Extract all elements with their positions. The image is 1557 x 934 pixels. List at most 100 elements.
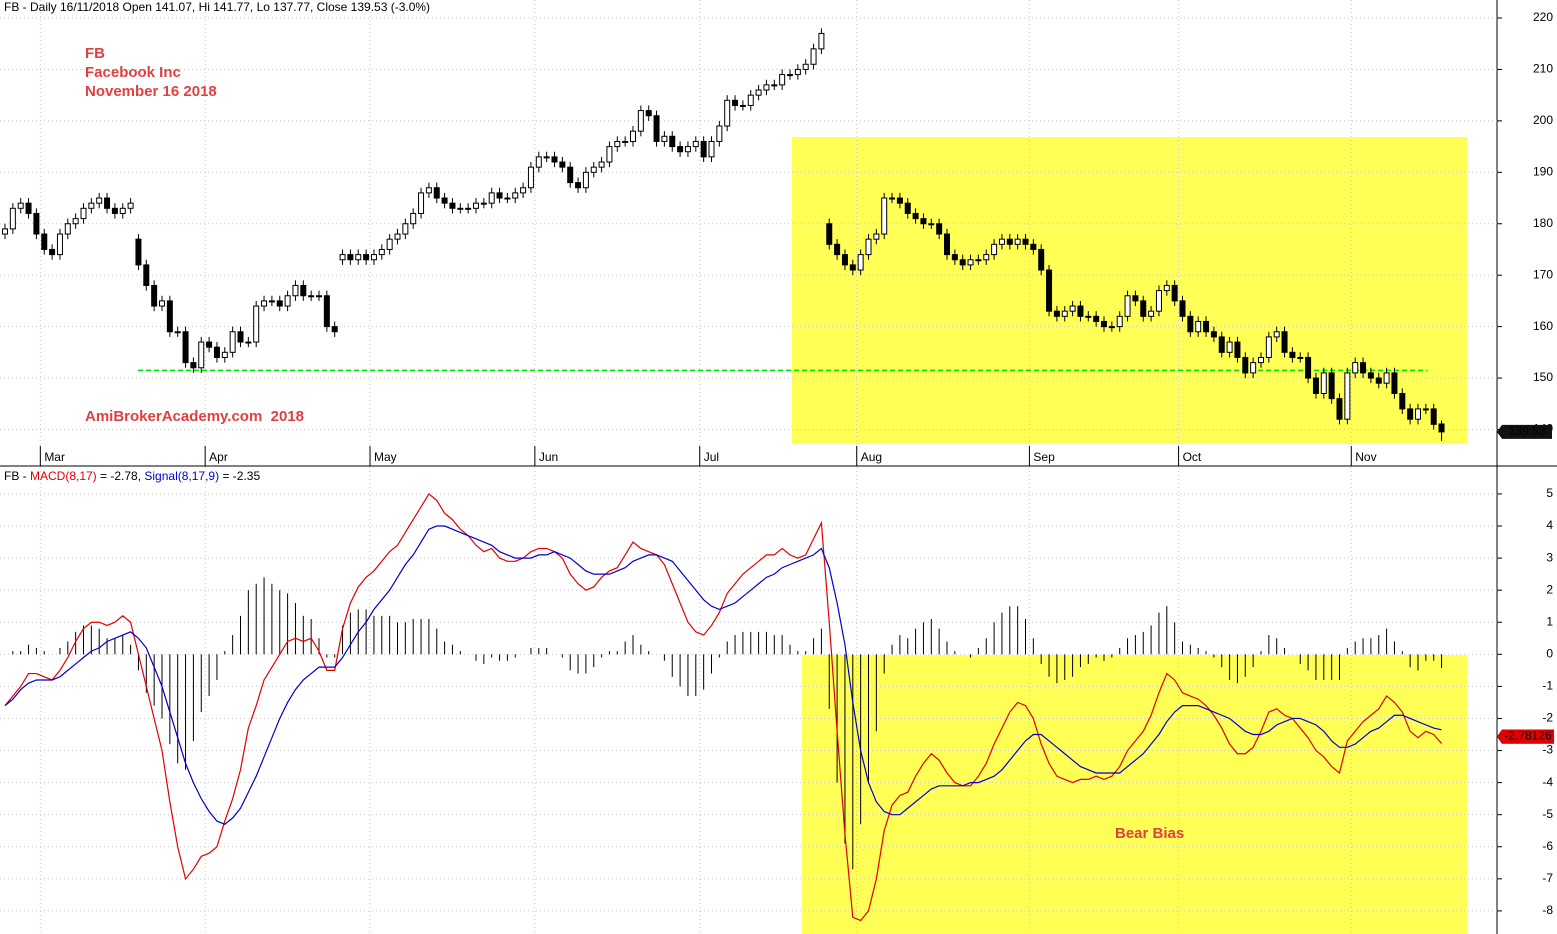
candle-body — [41, 233, 48, 250]
candle-body — [904, 202, 911, 214]
candle-body — [512, 192, 519, 199]
candle-body — [998, 238, 1005, 245]
candle-body — [645, 110, 652, 117]
candle-body — [692, 140, 699, 148]
candle-body — [104, 197, 111, 209]
candle-body — [1399, 392, 1406, 410]
candle-body — [80, 207, 87, 220]
candle-body — [1069, 305, 1076, 312]
candle-body — [779, 74, 786, 86]
candle-body — [418, 192, 425, 214]
candle-body — [575, 182, 582, 189]
candle-body — [614, 140, 621, 148]
candle-body — [739, 104, 746, 107]
candle-body — [1391, 372, 1398, 394]
candle-body — [873, 233, 880, 240]
candle-body — [457, 207, 464, 210]
candle-body — [410, 212, 417, 225]
candle-body — [1022, 238, 1029, 245]
candle-body — [1407, 408, 1414, 420]
y-tick-label: 3 — [1546, 550, 1553, 564]
candle-body — [967, 259, 974, 266]
candle-body — [598, 161, 605, 168]
candle-body — [449, 202, 456, 209]
candle-body — [1155, 290, 1162, 312]
candle-body — [198, 341, 205, 369]
x-tick-label: May — [374, 450, 397, 464]
candle-body — [1415, 408, 1421, 420]
candle-body — [119, 207, 126, 214]
y-tick-label: 190 — [1533, 164, 1553, 178]
candle-body — [488, 192, 495, 204]
candle-body — [1132, 295, 1139, 302]
candle-body — [1375, 377, 1382, 384]
candle-body — [1242, 356, 1249, 374]
candle-body — [896, 197, 903, 204]
y-tick-label: -5 — [1542, 807, 1553, 821]
annotation: FB — [85, 45, 105, 62]
annotation: AmiBrokerAcademy.com 2018 — [85, 408, 304, 425]
legend-readout: = -2.35 — [219, 469, 260, 483]
legend-name: Signal(8,17,9) — [144, 469, 219, 483]
candle-body — [535, 156, 542, 168]
y-tick-label: 180 — [1533, 216, 1553, 230]
candle-body — [159, 300, 165, 307]
candle-body — [1258, 356, 1264, 364]
candle-body — [1030, 243, 1037, 250]
candle-body — [1273, 331, 1280, 338]
bear-zone-price — [792, 137, 1467, 444]
x-tick-label: Jul — [704, 450, 719, 464]
annotation: November 16 2018 — [85, 83, 217, 100]
candle-body — [229, 331, 236, 353]
y-tick-label: -3 — [1542, 743, 1553, 757]
candle-body — [590, 166, 597, 173]
y-tick-label: -1 — [1542, 679, 1553, 693]
candle-body — [245, 341, 252, 344]
candle-body — [928, 223, 935, 226]
macd-header: FB - MACD(8,17) = -2.78, Signal(8,17,9) … — [4, 469, 260, 483]
candle-body — [724, 99, 731, 127]
candle-body — [1305, 356, 1312, 379]
candle-body — [1312, 377, 1319, 394]
y-tick-label: 5 — [1546, 486, 1553, 500]
candle-body — [1250, 362, 1257, 374]
candle-body — [72, 218, 79, 225]
candle-body — [1281, 331, 1288, 353]
candle-body — [1124, 295, 1131, 317]
annotation: Bear Bias — [1115, 825, 1184, 842]
y-tick-label: 210 — [1533, 62, 1553, 76]
candle-body — [480, 202, 487, 205]
candle-body — [1320, 372, 1327, 394]
candle-body — [433, 187, 440, 199]
candle-body — [166, 300, 173, 333]
candle-body — [378, 248, 385, 256]
candle-body — [732, 99, 739, 106]
legend-readout: = -2.78, — [97, 469, 145, 483]
candle-body — [441, 197, 448, 204]
candle-body — [520, 187, 527, 194]
candle-body — [959, 259, 966, 266]
candle-body — [983, 254, 990, 261]
candle-body — [763, 84, 770, 91]
candle-body — [1344, 372, 1351, 420]
y-tick-label: 150 — [1533, 370, 1553, 384]
candle-body — [347, 254, 354, 261]
candle-body — [559, 161, 566, 168]
candle-body — [669, 135, 676, 148]
x-tick-label: Mar — [44, 450, 65, 464]
candle-body — [865, 238, 872, 256]
candle-body — [747, 94, 754, 106]
value-box — [1497, 729, 1554, 744]
candle-body — [88, 202, 95, 209]
candle-body — [1140, 300, 1147, 317]
candle-body — [17, 202, 24, 209]
candle-body — [771, 84, 778, 87]
candle-body — [1108, 326, 1115, 329]
candle-body — [567, 166, 574, 184]
candle-body — [1383, 372, 1390, 384]
y-tick-label: 200 — [1533, 113, 1553, 127]
candle-body — [33, 212, 40, 235]
candle-body — [237, 331, 244, 343]
value-box-label: -2.78126 — [1504, 729, 1552, 743]
candle-body — [708, 140, 715, 158]
